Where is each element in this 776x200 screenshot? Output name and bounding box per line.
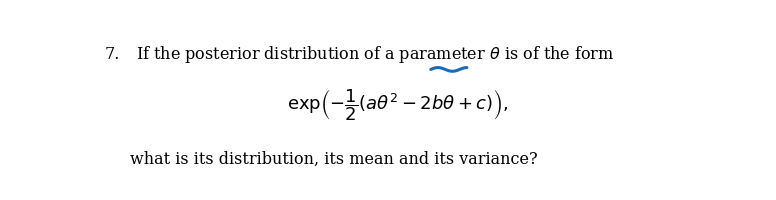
Text: If the posterior distribution of a parameter $\theta$ is of the form: If the posterior distribution of a param… <box>136 44 615 65</box>
Text: $\exp\!\left(-\dfrac{1}{2}(a\theta^2 - 2b\theta + c)\right),$: $\exp\!\left(-\dfrac{1}{2}(a\theta^2 - 2… <box>287 88 508 123</box>
Text: 7.: 7. <box>105 46 120 63</box>
Text: what is its distribution, its mean and its variance?: what is its distribution, its mean and i… <box>130 151 538 168</box>
